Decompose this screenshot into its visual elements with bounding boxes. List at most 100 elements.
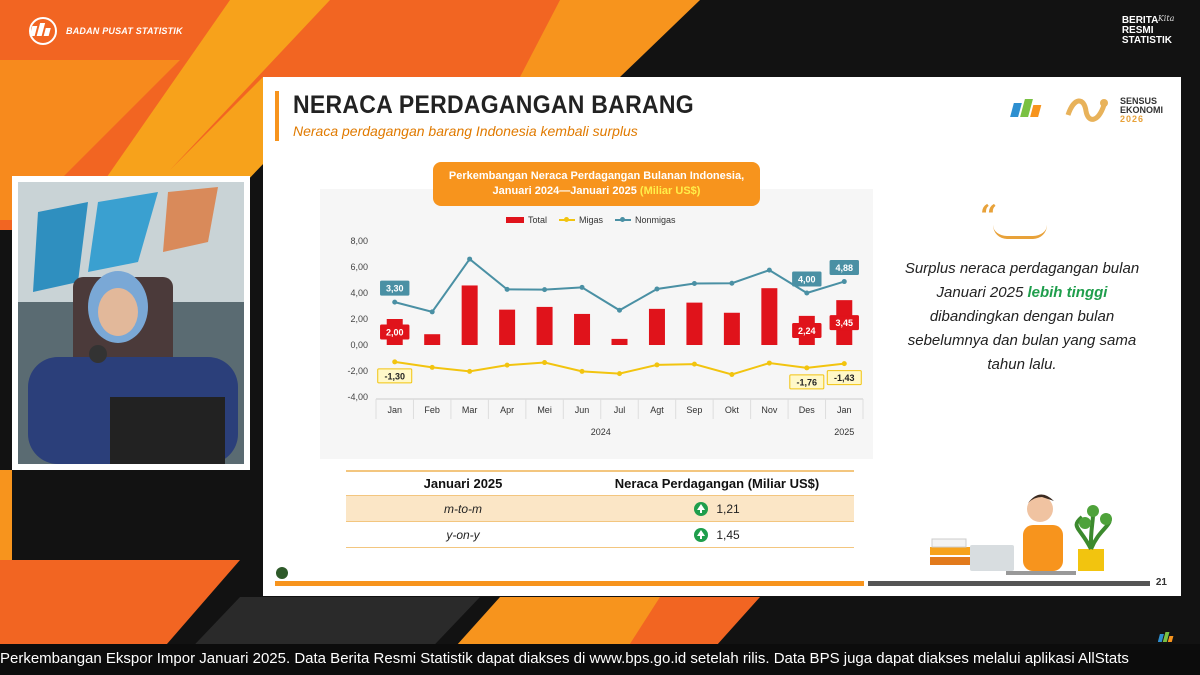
year-label: 2025 [834,427,854,437]
bar-total [648,308,665,345]
data-label: -1,43 [834,373,855,383]
trade-balance-chart: 8,00 6,00 4,00 2,00 0,00 -2,00 -4,00 2,00 2,24 3,… [347,236,864,437]
point-migas [392,359,398,365]
point-nonmigas [542,287,548,293]
data-label: 4,88 [836,263,854,273]
table-row-value: 1,21 [716,501,740,516]
footer-leaf-icon [276,567,288,579]
point-nonmigas [729,280,735,286]
sensus-line1: SENSUS [1119,95,1157,106]
table-header-balance: Neraca Perdagangan (Miliar US$) [614,476,820,491]
footer-bar-orange [275,581,864,586]
bar-total [574,313,591,345]
chart-background [320,189,873,459]
bar-total [611,338,628,345]
presenter-image [18,182,244,464]
bar-total [686,302,703,345]
slide-subtitle: Neraca perdagangan barang Indonesia kemb… [293,123,638,139]
bar-total [499,309,516,345]
summary-quote: Surplus neraca perdagangan bulan Januari… [903,257,1141,377]
bps-logo: BADAN PUSAT STATISTIK [26,16,183,46]
point-migas [504,362,510,368]
data-label: 2,24 [798,326,816,336]
legend-total-swatch [506,217,524,223]
sensus-ekonomi-emblem-icon [1065,98,1108,122]
data-label-box [829,315,859,331]
news-ticker: Perkembangan Ekspor Impor Januari 2025. … [0,644,1200,675]
data-label-box [792,271,822,287]
sensus-year: 2026 [1119,113,1145,124]
x-tick-label: Jan [387,405,402,415]
table-row-value: 1,45 [716,527,740,542]
point-migas [841,361,847,367]
chart-title: Perkembangan Neraca Perdagangan Bulanan … [433,162,760,206]
footer-bar-gray [868,581,1150,586]
x-tick-label: Mei [537,405,552,415]
point-migas [766,360,772,366]
point-migas [729,372,735,378]
arrow-up-icon [694,527,709,542]
table-row: m-to-m 1,21 [346,496,854,522]
quote-icon: “ [980,199,998,234]
sensus-ekonomi-text: SENSUS EKONOMI 2026 [1119,95,1163,124]
data-label-box [380,280,410,296]
title-accent-bar [275,91,279,141]
chart-title-line2: Januari 2024—Januari 2025 [492,185,637,197]
legend-nonmigas-swatch [615,217,632,222]
point-migas [617,371,622,377]
legend-migas-label: Migas [579,215,604,225]
table-row-label: m-to-m [444,501,482,516]
table-row-value-cell: 1,45 [580,527,854,542]
video-frame [18,182,244,464]
table-header: Januari 2025 Neraca Perdagangan (Miliar … [346,470,854,496]
slide-title: NERACA PERDAGANGAN BARANG [293,91,694,119]
table-row-label: y-on-y [446,527,480,542]
bar-total [761,288,778,345]
x-tick-label: Feb [424,405,440,415]
data-label-box [380,324,410,340]
year-label: 2024 [591,427,611,437]
point-nonmigas [579,284,585,290]
legend-total: Total [506,215,547,225]
legend-migas: Migas [559,215,603,225]
x-tick-label: Apr [500,405,514,415]
x-tick-label: Okt [725,405,740,415]
chart-legend: Total Migas Nonmigas [506,215,676,225]
legend-total-label: Total [528,215,548,225]
point-migas [691,361,697,367]
bar-total [461,285,478,345]
table-row-value-cell: 1,21 [580,501,854,516]
legend-migas-swatch [559,217,576,222]
x-tick-label: Sep [686,405,702,415]
x-tick-label: Jul [614,405,626,415]
quote-text-part1: Surplus neraca perdagangan bulan Januari… [904,260,1140,301]
point-nonmigas [804,290,810,296]
chart-title-unit: (Miliar US$) [639,185,701,197]
quote-underline [993,225,1047,239]
worker-illustration [930,494,1112,575]
data-label-box [829,260,859,276]
x-tick-label: Mar [462,405,478,415]
presenter-video [12,176,250,470]
point-migas [542,360,548,366]
org-name: BADAN PUSAT STATISTIK [66,26,183,36]
x-tick-label: Agt [650,405,664,415]
legend-nonmigas-label: Nonmigas [635,215,676,225]
point-nonmigas [841,279,847,285]
point-nonmigas [654,286,660,292]
table-row: y-on-y 1,45 [346,522,854,548]
point-migas [429,364,435,370]
brs-script: Kita [1157,14,1175,23]
point-migas [467,368,473,374]
data-label: 3,30 [386,284,404,294]
x-tick-label: Nov [761,405,778,415]
brs-line1: BERITA [1121,15,1159,26]
data-label-box [792,322,822,338]
table-header-period: Januari 2025 [423,476,503,491]
ticker-text: Perkembangan Ekspor Impor Januari 2025. … [0,650,1129,667]
data-label: 4,00 [798,275,816,285]
data-label-box [377,368,413,384]
point-migas [579,368,585,374]
point-nonmigas [504,286,510,292]
y-tick-label: -4,00 [347,392,368,402]
